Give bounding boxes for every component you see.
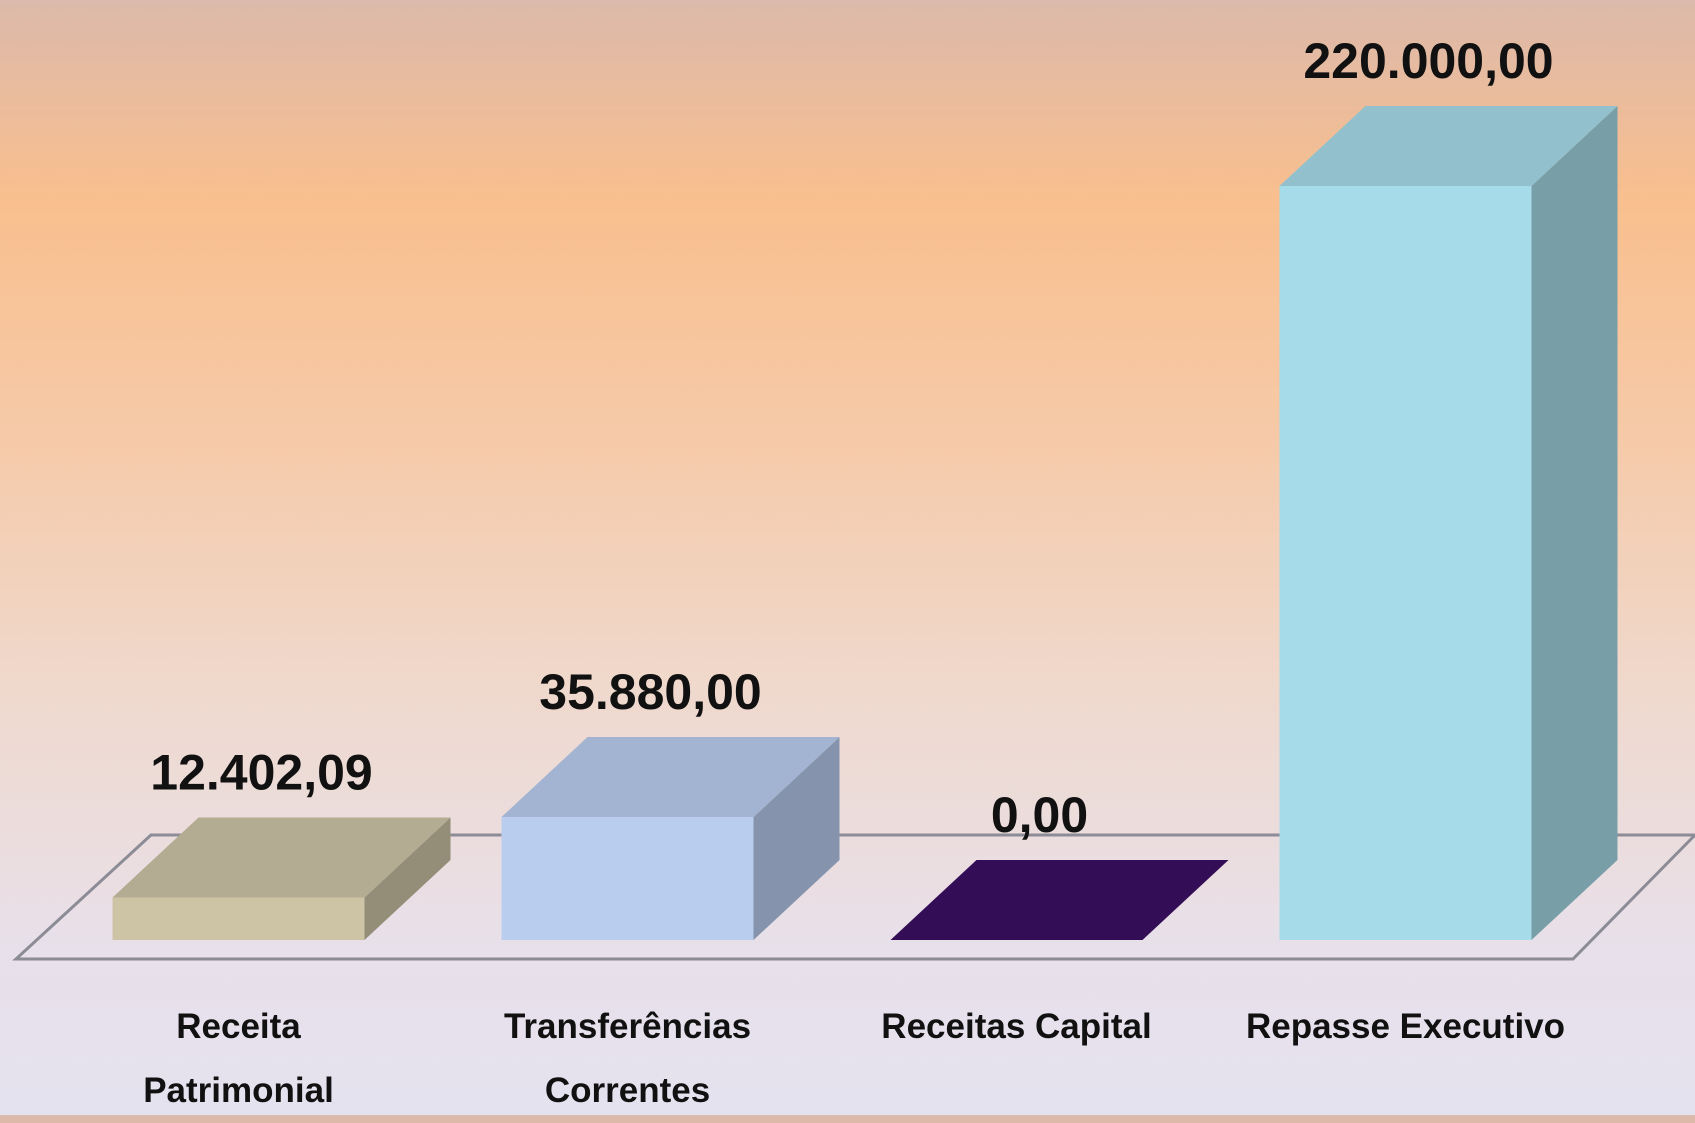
value-label: 220.000,00 bbox=[1303, 33, 1553, 89]
bar-top bbox=[112, 817, 451, 898]
category-label: Receita Patrimonial bbox=[143, 1007, 334, 1110]
bar-front bbox=[1279, 186, 1532, 940]
bar-side bbox=[364, 817, 451, 940]
bar-front bbox=[112, 897, 365, 940]
category-label: Transferências Correntes bbox=[503, 1007, 752, 1110]
floor bbox=[12, 833, 1695, 961]
bar-top bbox=[1279, 106, 1618, 186]
bar-side bbox=[753, 737, 840, 940]
category-label: Repasse Executivo bbox=[1245, 1007, 1566, 1046]
category-label: Receitas Capital bbox=[881, 1007, 1152, 1046]
value-label: 0,00 bbox=[991, 787, 1088, 843]
bar-top bbox=[501, 737, 840, 818]
value-label: 35.880,00 bbox=[539, 664, 761, 720]
value-label: 12.402,09 bbox=[150, 744, 372, 800]
bar-side bbox=[1531, 106, 1618, 940]
bar-top bbox=[890, 860, 1229, 940]
bar-front bbox=[501, 817, 754, 940]
